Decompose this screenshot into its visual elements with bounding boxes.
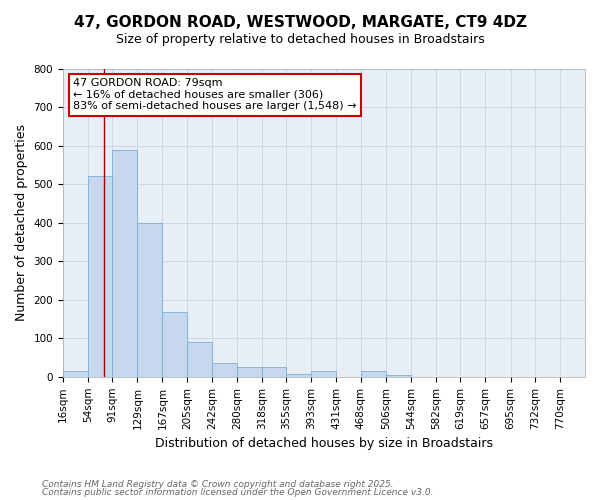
Text: Contains HM Land Registry data © Crown copyright and database right 2025.: Contains HM Land Registry data © Crown c… bbox=[42, 480, 394, 489]
Bar bbox=[88, 176, 112, 377]
Bar bbox=[163, 312, 187, 377]
Bar bbox=[237, 367, 262, 377]
Bar bbox=[386, 375, 411, 377]
Text: Size of property relative to detached houses in Broadstairs: Size of property relative to detached ho… bbox=[116, 32, 484, 46]
Bar bbox=[212, 364, 237, 377]
Bar bbox=[262, 367, 286, 377]
Text: Contains public sector information licensed under the Open Government Licence v3: Contains public sector information licen… bbox=[42, 488, 433, 497]
Text: 47, GORDON ROAD, WESTWOOD, MARGATE, CT9 4DZ: 47, GORDON ROAD, WESTWOOD, MARGATE, CT9 … bbox=[74, 15, 527, 30]
Bar bbox=[137, 223, 163, 377]
Bar bbox=[112, 150, 137, 377]
X-axis label: Distribution of detached houses by size in Broadstairs: Distribution of detached houses by size … bbox=[155, 437, 493, 450]
Bar bbox=[311, 372, 337, 377]
Bar bbox=[286, 374, 311, 377]
Text: 47 GORDON ROAD: 79sqm
← 16% of detached houses are smaller (306)
83% of semi-det: 47 GORDON ROAD: 79sqm ← 16% of detached … bbox=[73, 78, 357, 112]
Bar bbox=[361, 372, 386, 377]
Bar bbox=[187, 342, 212, 377]
Bar bbox=[63, 372, 88, 377]
Y-axis label: Number of detached properties: Number of detached properties bbox=[15, 124, 28, 322]
